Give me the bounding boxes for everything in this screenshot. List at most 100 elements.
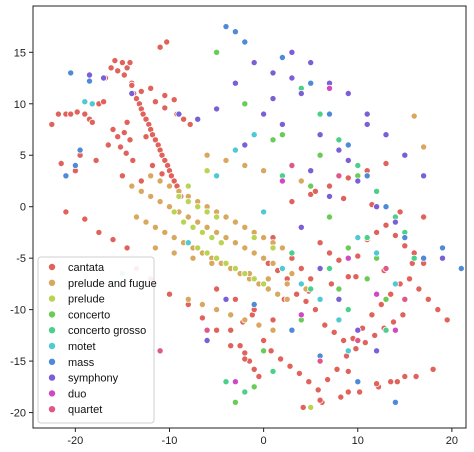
point-motet: [316, 295, 324, 303]
point-prelude-and-fugue: [222, 156, 230, 164]
point-symphony: [269, 69, 277, 77]
point-mass: [307, 79, 315, 87]
point-prelude-and-fugue: [269, 326, 277, 334]
point-cantata: [277, 355, 285, 363]
point-prelude-and-fugue: [269, 259, 277, 267]
point-mass: [241, 38, 249, 46]
legend-label: concerto: [68, 309, 110, 321]
point-cantata: [109, 236, 117, 244]
point-symphony: [307, 59, 315, 67]
point-symphony: [194, 115, 202, 123]
point-motet: [213, 172, 221, 180]
point-cantata: [167, 172, 175, 180]
point-prelude: [203, 208, 211, 216]
y-tick-label: 0: [20, 202, 26, 214]
point-motet: [344, 347, 352, 355]
point-cantata: [333, 365, 341, 373]
point-prelude-and-fugue: [231, 218, 239, 226]
point-cantata: [147, 84, 155, 92]
point-cantata: [120, 129, 128, 137]
point-cantata: [344, 388, 352, 396]
point-cantata: [137, 87, 145, 95]
point-cantata: [299, 403, 307, 411]
point-concerto-grosso: [325, 264, 333, 272]
point-cantata: [107, 64, 115, 72]
point-quartet: [382, 264, 390, 272]
legend-label: duo: [68, 388, 86, 400]
point-cantata: [100, 98, 108, 106]
point-prelude-and-fugue: [184, 295, 192, 303]
point-motet: [297, 280, 305, 288]
point-quartet: [354, 336, 362, 344]
point-cantata: [111, 57, 119, 65]
point-prelude: [170, 208, 178, 216]
point-prelude: [250, 275, 258, 283]
y-tick-label: -10: [10, 305, 26, 317]
point-prelude-and-fugue: [142, 218, 150, 226]
point-prelude-and-fugue: [198, 300, 206, 308]
point-quartet: [203, 326, 211, 334]
point-prelude: [189, 223, 197, 231]
point-cantata: [387, 378, 395, 386]
point-symphony: [363, 120, 371, 128]
point-symphony: [420, 172, 428, 180]
point-prelude-and-fugue: [189, 254, 197, 262]
point-cantata: [361, 339, 369, 347]
point-prelude-and-fugue: [241, 161, 249, 169]
point-prelude-and-fugue: [170, 249, 178, 257]
point-cantata: [344, 174, 352, 182]
point-cantata: [88, 118, 96, 126]
point-cantata: [104, 141, 112, 149]
point-prelude-and-fugue: [227, 311, 235, 319]
x-tick-label: -10: [162, 435, 178, 447]
point-prelude-and-fugue: [420, 143, 428, 151]
point-prelude-and-fugue: [213, 306, 221, 314]
point-cantata: [123, 244, 131, 252]
point-concerto-grosso: [222, 378, 230, 386]
point-cantata: [151, 136, 159, 144]
point-concerto-grosso: [269, 367, 277, 375]
point-prelude: [241, 270, 249, 278]
x-tick-label: -20: [67, 435, 83, 447]
point-motet: [335, 316, 343, 324]
point-mass: [391, 398, 399, 406]
point-symphony: [260, 110, 268, 118]
point-prelude-and-fugue: [278, 244, 286, 252]
point-cantata: [114, 133, 122, 141]
point-cantata: [424, 295, 432, 303]
point-cantata: [377, 300, 385, 308]
point-symphony: [175, 110, 183, 118]
point-mass: [401, 234, 409, 242]
point-concerto: [260, 347, 268, 355]
point-cantata: [123, 64, 131, 72]
point-cantata: [132, 95, 140, 103]
point-prelude: [217, 239, 225, 247]
point-prelude: [231, 264, 239, 272]
point-symphony: [269, 95, 277, 103]
point-symphony: [316, 131, 324, 139]
point-prelude: [208, 234, 216, 242]
point-cantata: [297, 264, 305, 272]
point-motet: [250, 131, 258, 139]
point-symphony: [325, 192, 333, 200]
point-concerto: [307, 182, 315, 190]
point-cantata: [62, 208, 70, 216]
point-mass: [457, 264, 465, 272]
point-prelude: [269, 244, 277, 252]
point-mass: [344, 141, 352, 149]
point-cantata: [330, 328, 338, 336]
point-symphony: [288, 74, 296, 82]
point-prelude: [194, 203, 202, 211]
point-symphony: [222, 295, 230, 303]
point-prelude-and-fugue: [255, 321, 263, 329]
point-motet: [391, 280, 399, 288]
point-cantata: [92, 156, 100, 164]
point-prelude-and-fugue: [194, 218, 202, 226]
point-cantata: [236, 342, 244, 350]
point-duo: [325, 84, 333, 92]
point-concerto: [335, 285, 343, 293]
legend-box: [37, 256, 155, 424]
point-motet: [88, 100, 96, 108]
point-cantata: [198, 314, 206, 322]
point-cantata: [293, 290, 301, 298]
